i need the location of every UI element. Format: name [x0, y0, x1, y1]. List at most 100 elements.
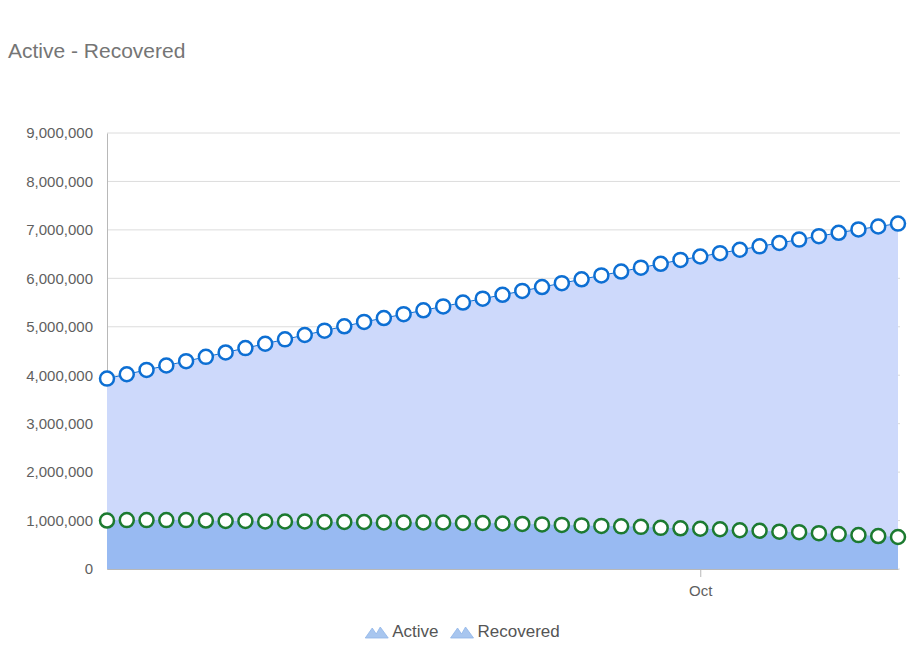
marker [159, 359, 173, 373]
marker [594, 519, 608, 533]
y-tick: 4,000,000 [26, 367, 107, 384]
y-tick: 3,000,000 [26, 415, 107, 432]
marker [673, 521, 687, 535]
marker [100, 514, 114, 528]
area [107, 224, 898, 569]
marker [535, 280, 549, 294]
marker [812, 229, 826, 243]
marker [476, 292, 490, 306]
marker [713, 522, 727, 536]
legend: Active Recovered [365, 622, 560, 641]
marker [436, 299, 450, 313]
marker [496, 288, 510, 302]
marker [337, 319, 351, 333]
marker [298, 515, 312, 529]
y-tick-label: 4,000,000 [26, 367, 93, 384]
x-axis-line [108, 569, 899, 570]
marker [654, 257, 668, 271]
marker [555, 276, 569, 290]
chart: Active - Recovered01,000,0002,000,0003,0… [0, 0, 915, 671]
marker [772, 525, 786, 539]
line [107, 224, 898, 379]
marker [337, 515, 351, 529]
marker [258, 515, 272, 529]
markers [100, 217, 905, 386]
marker [179, 354, 193, 368]
grid [107, 133, 900, 569]
marker [496, 516, 510, 530]
marker [416, 515, 430, 529]
marker [397, 515, 411, 529]
x-tick-label: Oct [689, 582, 713, 599]
marker [832, 226, 846, 240]
marker [318, 515, 332, 529]
marker [357, 315, 371, 329]
marker [318, 324, 332, 338]
marker [594, 268, 608, 282]
marker [357, 515, 371, 529]
marker [575, 272, 589, 286]
y-tick-label: 5,000,000 [26, 318, 93, 335]
marker [199, 514, 213, 528]
y-tick: 5,000,000 [26, 318, 107, 335]
marker [792, 525, 806, 539]
markers [100, 513, 905, 544]
marker [100, 372, 114, 386]
chart-title: Active - Recovered [8, 39, 185, 62]
marker [219, 345, 233, 359]
y-tick-label: 2,000,000 [26, 463, 93, 480]
marker [891, 530, 905, 544]
marker [634, 261, 648, 275]
y-tick-label: 7,000,000 [26, 221, 93, 238]
y-tick: 6,000,000 [26, 270, 107, 287]
marker [753, 524, 767, 538]
grid-line [107, 181, 900, 182]
marker [634, 520, 648, 534]
marker [120, 367, 134, 381]
marker [515, 284, 529, 298]
marker [614, 265, 628, 279]
marker [298, 328, 312, 342]
marker [416, 303, 430, 317]
marker [575, 518, 589, 532]
marker [179, 513, 193, 527]
marker [238, 341, 252, 355]
marker [733, 523, 747, 537]
marker [278, 515, 292, 529]
y-axis: 01,000,0002,000,0003,000,0004,000,0005,0… [26, 124, 107, 577]
marker [199, 350, 213, 364]
marker [120, 513, 134, 527]
y-tick-label: 3,000,000 [26, 415, 93, 432]
marker [713, 246, 727, 260]
legend-icon [365, 627, 388, 638]
marker [456, 516, 470, 530]
legend-label: Recovered [478, 622, 560, 641]
grid-line [107, 229, 900, 230]
legend-label: Active [392, 622, 438, 641]
marker [258, 337, 272, 351]
marker [871, 529, 885, 543]
y-tick: 7,000,000 [26, 221, 107, 238]
y-tick-label: 6,000,000 [26, 270, 93, 287]
y-tick-label: 0 [85, 560, 93, 577]
marker [654, 521, 668, 535]
y-tick: 0 [85, 560, 107, 577]
x-axis: Oct [108, 569, 899, 599]
marker [535, 517, 549, 531]
marker [219, 514, 233, 528]
y-tick-label: 9,000,000 [26, 124, 93, 141]
marker [278, 332, 292, 346]
marker [238, 514, 252, 528]
marker [397, 307, 411, 321]
marker [851, 528, 865, 542]
marker [673, 253, 687, 267]
marker [693, 250, 707, 264]
marker [140, 513, 154, 527]
y-tick-label: 8,000,000 [26, 173, 93, 190]
marker [832, 527, 846, 541]
marker [812, 526, 826, 540]
marker [140, 363, 154, 377]
marker [772, 236, 786, 250]
y-tick: 8,000,000 [26, 173, 107, 190]
marker [436, 515, 450, 529]
